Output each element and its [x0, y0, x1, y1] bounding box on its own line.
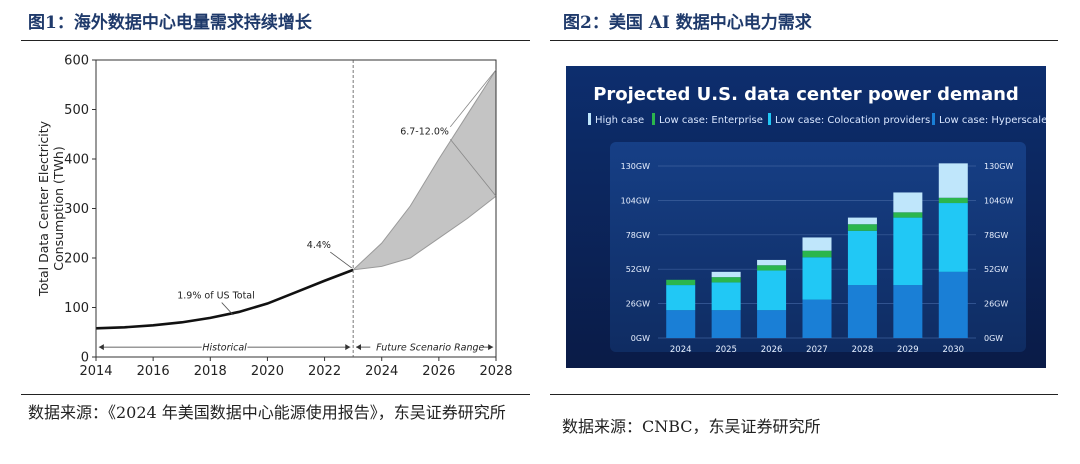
bar-segment — [847, 217, 877, 225]
bar-segment — [893, 212, 923, 218]
bar-segment — [802, 237, 832, 251]
figure1-bottom-rule — [21, 394, 530, 395]
x-tick-label: 2030 — [942, 345, 964, 355]
y-tick-label: 500 — [64, 103, 89, 118]
y-tick-label: 300 — [64, 202, 89, 217]
figure1-title: 图1：海外数据中心电量需求持续增长 — [28, 13, 312, 33]
y-tick-label-left: 0GW — [631, 334, 650, 343]
bar-segment — [802, 250, 832, 258]
bar-segment — [893, 217, 923, 286]
legend-label: High case — [595, 115, 644, 126]
bar-segment — [802, 257, 832, 300]
y-tick-label: 200 — [64, 252, 89, 267]
legend-swatch — [932, 113, 935, 125]
x-tick-label: 2016 — [137, 364, 170, 378]
x-tick-label: 2029 — [897, 345, 919, 355]
bar-segment — [757, 270, 787, 311]
annotation-4-4-percent: 4.4% — [307, 240, 331, 251]
x-tick-label: 2020 — [251, 364, 284, 378]
bar-segment — [711, 277, 741, 283]
y-tick-label-left: 52GW — [626, 265, 650, 274]
bar-segment — [711, 271, 741, 278]
historical-line — [95, 268, 354, 330]
figure1-source: 数据来源：《2024 年美国数据中心能源使用报告》，东吴证券研究所 — [28, 403, 506, 422]
x-tick-label: 2024 — [670, 345, 692, 355]
historical-label: Historical — [202, 343, 247, 354]
y-tick-label-right: 0GW — [984, 334, 1003, 343]
legend-swatch — [652, 113, 655, 125]
y-tick-label-right: 78GW — [984, 231, 1008, 240]
x-tick-label: 2028 — [852, 345, 874, 355]
bar-segment — [893, 192, 923, 213]
annotation-range: 6.7-12.0% — [400, 126, 449, 137]
bar-segment — [666, 279, 696, 286]
figure2-bottom-rule — [550, 394, 1058, 395]
y-tick-label-left: 130GW — [621, 162, 650, 171]
bar-segment — [711, 310, 741, 338]
figure1-chart: 0 100 200 300 400 500 600 2014 2016 2018 2020 2022 2… — [36, 54, 513, 379]
bar-segment — [757, 259, 787, 266]
bar-segment — [847, 285, 877, 338]
x-tick-label: 2024 — [365, 364, 398, 378]
x-tick-label: 2018 — [194, 364, 227, 378]
arrowhead — [98, 344, 104, 351]
x-tick-label: 2027 — [806, 345, 828, 355]
y-tick-label-left: 104GW — [621, 196, 650, 205]
y-axis-label: Total Data Center ElectricityConsumption… — [36, 120, 66, 297]
y-tick-label: 400 — [64, 153, 89, 168]
figure2-source: 数据来源：CNBC，东吴证券研究所 — [562, 417, 821, 436]
x-tick-label: 2026 — [761, 345, 783, 355]
bar-segment — [847, 224, 877, 231]
x-tick-label: 2025 — [715, 345, 737, 355]
annotation-range-pointer-low — [449, 138, 497, 197]
bar-segment — [938, 271, 968, 338]
y-tick-label: 600 — [64, 54, 89, 69]
bar-segment — [666, 285, 696, 311]
annotation-1-9-percent: 1.9% of US Total — [177, 291, 255, 302]
figure1-top-rule — [21, 40, 530, 41]
figure2-top-rule — [550, 40, 1058, 41]
y-tick-label-right: 26GW — [984, 300, 1008, 309]
figure2-title: 图2：美国 AI 数据中心电力需求 — [563, 13, 812, 33]
legend-label: Low case: Enterprise — [659, 115, 763, 126]
bar-segment — [893, 285, 923, 338]
y-tick-label: 100 — [64, 301, 89, 316]
x-tick-label: 2028 — [479, 364, 512, 378]
y-tick-label-right: 52GW — [984, 265, 1008, 274]
x-tick-label: 2014 — [79, 364, 112, 378]
bar-segment — [757, 265, 787, 271]
legend-swatch — [768, 113, 771, 125]
legend-swatch — [588, 113, 591, 125]
future-label: Future Scenario Range — [376, 343, 484, 354]
bar-segment — [757, 310, 787, 338]
y-tick-label-left: 78GW — [626, 231, 650, 240]
bar-segment — [711, 282, 741, 311]
bar-segment — [938, 163, 968, 198]
annotation-range-pointer-high — [449, 69, 497, 128]
x-tick-label: 2026 — [422, 364, 455, 378]
legend-label: Low case: Colocation providers — [775, 115, 930, 126]
arrowhead — [345, 344, 351, 351]
bar-segment — [847, 230, 877, 286]
legend-label: Low case: Hyperscale — [939, 115, 1046, 126]
bar-segment — [938, 197, 968, 204]
bar-segment — [802, 299, 832, 338]
y-tick-label-right: 104GW — [984, 196, 1013, 205]
y-tick-label-right: 130GW — [984, 162, 1013, 171]
y-tick-label-left: 26GW — [626, 300, 650, 309]
bar-segment — [938, 203, 968, 272]
figure2-chart: Projected U.S. data center power demand … — [566, 66, 1046, 368]
figure2-chart-title: Projected U.S. data center power demand — [593, 84, 1019, 105]
annotation-1-9-pointer — [221, 302, 234, 316]
bar-segment — [666, 310, 696, 338]
annotation-4-4-pointer — [330, 251, 352, 269]
y-tick-label: 0 — [81, 351, 89, 366]
x-tick-label: 2022 — [308, 364, 341, 378]
